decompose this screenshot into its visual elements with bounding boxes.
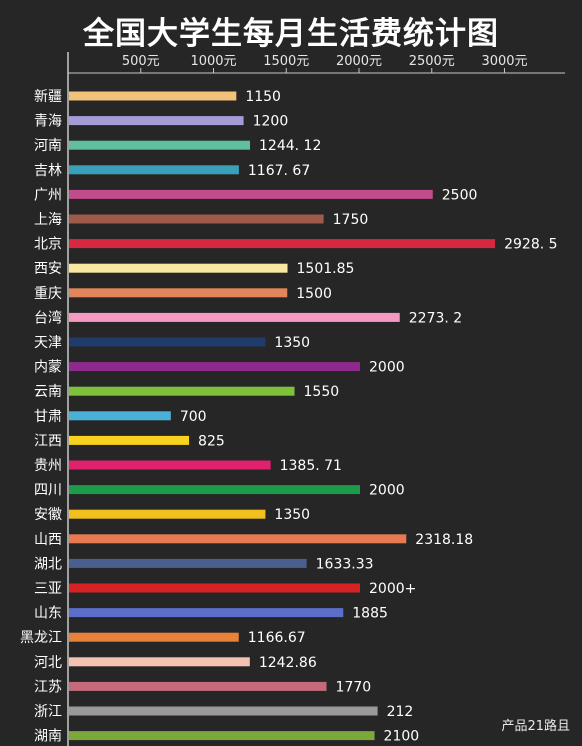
bar (69, 534, 407, 544)
data-label: 1501.85 (297, 261, 355, 277)
bar (69, 558, 307, 568)
category-label: 台湾 (34, 309, 62, 326)
data-label: 1885 (352, 606, 388, 622)
data-label: 1244. 12 (259, 138, 321, 154)
category-label: 贵州 (34, 458, 62, 474)
category-label: 重庆 (34, 286, 62, 302)
data-label: 1350 (274, 335, 310, 351)
data-label: 212 (387, 704, 414, 720)
data-label: 700 (180, 409, 207, 425)
data-label: 2318.18 (415, 532, 473, 548)
data-label: 2928. 5 (504, 237, 557, 253)
bar (69, 632, 239, 642)
data-label: 825 (198, 433, 225, 449)
category-label: 山西 (34, 532, 62, 548)
category-label: 湖南 (34, 729, 62, 745)
x-tick-label: 1500元 (263, 54, 309, 69)
bar (69, 165, 239, 175)
data-label: 2000 (369, 360, 405, 376)
bar (69, 706, 378, 716)
bar (69, 435, 190, 445)
category-label: 天津 (34, 335, 62, 351)
category-label: 三亚 (34, 581, 62, 597)
category-label: 吉林 (34, 163, 62, 179)
category-label: 青海 (34, 114, 62, 130)
category-label: 湖北 (34, 556, 62, 572)
category-label: 北京 (34, 237, 62, 253)
bar (69, 239, 496, 249)
bar (69, 140, 251, 150)
category-label: 河北 (34, 655, 62, 671)
data-label: 1633.33 (316, 556, 374, 572)
bar (69, 263, 288, 273)
x-tick-label: 500元 (122, 54, 160, 69)
data-label: 2500 (442, 187, 478, 203)
bar (69, 288, 288, 298)
bar (69, 657, 250, 667)
data-label: 2273. 2 (409, 310, 462, 326)
category-label: 内蒙 (34, 360, 62, 376)
watermark-text: 产品21路且 (501, 719, 570, 734)
x-tick-label: 2000元 (336, 54, 382, 69)
category-label: 上海 (34, 212, 62, 228)
data-label: 1350 (274, 507, 310, 523)
category-label: 云南 (34, 384, 62, 400)
bar (69, 189, 433, 199)
data-label: 2000 (369, 483, 405, 499)
data-label: 1750 (333, 212, 369, 228)
category-label: 江苏 (34, 679, 62, 695)
bar (69, 460, 271, 470)
data-label: 1550 (304, 384, 340, 400)
data-label: 2000+ (369, 581, 416, 597)
bar (69, 362, 360, 372)
bar (69, 386, 295, 396)
category-label: 河南 (34, 138, 62, 154)
bar (69, 681, 327, 691)
axis-layer: 500元 1000元 1500元 2000元 2500元 3000元 (67, 52, 565, 746)
data-label: 1150 (245, 89, 281, 105)
bar (69, 485, 360, 495)
bar (69, 91, 237, 101)
category-label: 广州 (34, 187, 62, 203)
bar (69, 116, 244, 126)
x-tick-label: 1000元 (190, 54, 236, 69)
data-label: 1200 (253, 114, 289, 130)
bar (69, 583, 360, 593)
bar (69, 608, 344, 618)
category-label: 浙江 (34, 704, 62, 720)
category-label: 新疆 (34, 89, 62, 105)
bars-layer: 新疆 1150 青海 1200 河南 1244. 12 吉林 1167. 67 广州 2500 上海… (20, 89, 558, 745)
category-label: 黑龙江 (20, 630, 62, 646)
bar (69, 337, 266, 347)
data-label: 1770 (336, 679, 372, 695)
x-tick-label: 3000元 (481, 54, 527, 69)
data-label: 1500 (296, 286, 332, 302)
category-label: 甘肃 (34, 409, 62, 425)
data-label: 1167. 67 (248, 163, 310, 179)
category-label: 西安 (34, 261, 62, 277)
bar (69, 312, 400, 322)
bar (69, 731, 375, 741)
data-label: 1242.86 (259, 655, 317, 671)
category-label: 江西 (34, 433, 62, 449)
chart-title: 全国大学生每月生活费统计图 (83, 16, 499, 52)
data-label: 1166.67 (248, 630, 306, 646)
bar (69, 214, 324, 224)
data-label: 1385. 71 (280, 458, 342, 474)
bar (69, 509, 266, 519)
x-tick-label: 2500元 (409, 54, 455, 69)
category-label: 山东 (34, 606, 62, 622)
bar (69, 411, 171, 421)
category-label: 安徽 (34, 507, 62, 523)
data-label: 2100 (384, 729, 420, 745)
category-label: 四川 (34, 483, 62, 499)
